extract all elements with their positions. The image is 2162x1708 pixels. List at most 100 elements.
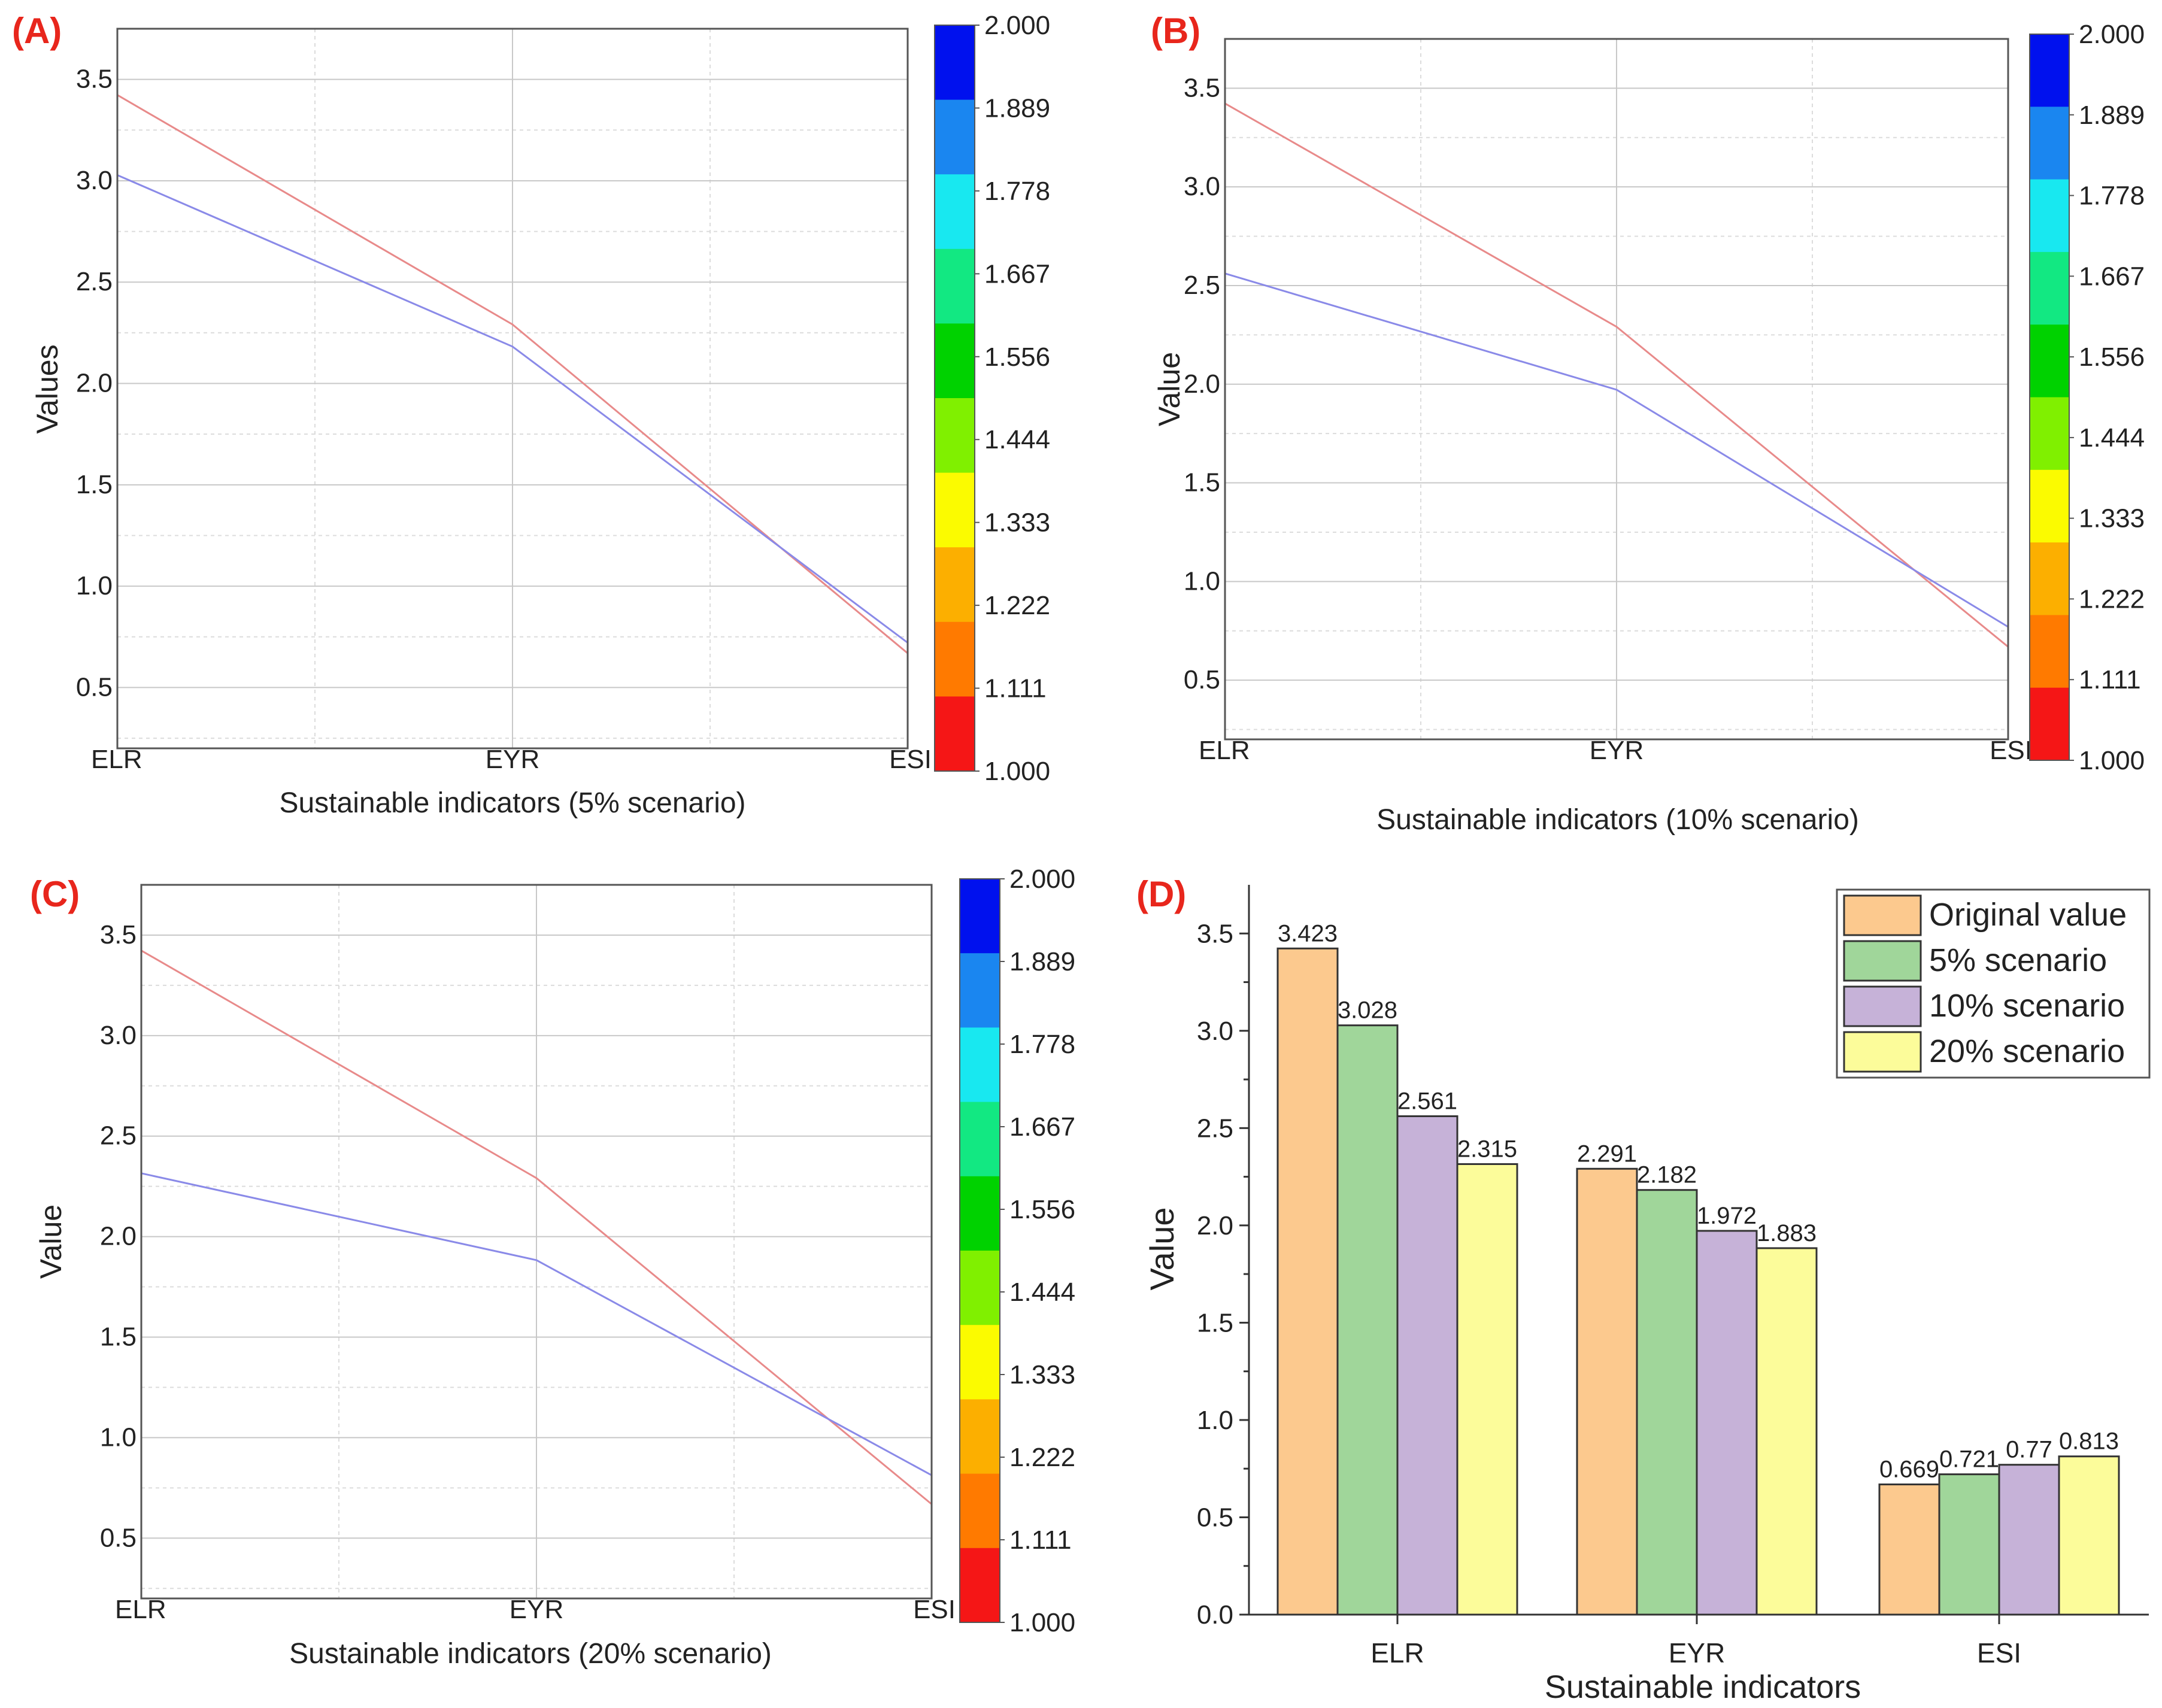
y-tick-label: 2.0 bbox=[76, 369, 113, 398]
colorbar-segment bbox=[2030, 324, 2069, 398]
colorbar-segment bbox=[2030, 469, 2069, 543]
y-tick-label: 3.5 bbox=[76, 65, 113, 94]
x-category-label: ESI bbox=[889, 745, 932, 774]
x-category-label: ESI bbox=[1990, 736, 2032, 765]
y-tick-label: 2.5 bbox=[1197, 1114, 1233, 1143]
bar-value-label: 0.669 bbox=[1879, 1457, 1939, 1483]
x-axis-label: Sustainable indicators (20% scenario) bbox=[289, 1638, 772, 1670]
colorbar-label: 1.333 bbox=[1009, 1360, 1075, 1390]
bar-value-label: 0.721 bbox=[1939, 1446, 1999, 1473]
x-axis-label: Sustainable indicators (10% scenario) bbox=[1376, 804, 1859, 836]
colorbar-frame bbox=[934, 25, 975, 772]
x-category-label: ESI bbox=[913, 1595, 956, 1624]
panel-label: (C) bbox=[30, 874, 80, 914]
y-tick-label: 0.5 bbox=[1184, 665, 1220, 694]
y-tick-label: 3.5 bbox=[1197, 919, 1233, 948]
x-category-label: EYR bbox=[1669, 1637, 1726, 1668]
panel-0: 0.5 1.0 1.5 2.0 2.5 3.0 3.5 ELR EYR ESI Sustainabl… bbox=[12, 11, 1050, 819]
colorbar-label: 1.222 bbox=[2079, 584, 2145, 614]
bar bbox=[1755, 1247, 1818, 1616]
y-tick-label: 2.0 bbox=[100, 1222, 137, 1251]
bar-value-label: 2.315 bbox=[1457, 1136, 1517, 1162]
colorbar-segment bbox=[935, 323, 975, 399]
colorbar-segment bbox=[935, 696, 975, 772]
colorbar-segment bbox=[935, 472, 975, 548]
y-axis-label: Value bbox=[1153, 352, 1186, 426]
bar-value-label: 2.182 bbox=[1637, 1162, 1697, 1188]
plot-frame bbox=[140, 884, 933, 1600]
bar-value-label: 3.028 bbox=[1338, 997, 1397, 1024]
colorbar-label: 1.778 bbox=[2079, 181, 2145, 211]
colorbar-segment bbox=[960, 1102, 1000, 1177]
y-axis-label: Values bbox=[31, 344, 64, 433]
y-tick-label: 1.5 bbox=[1197, 1308, 1233, 1337]
colorbar-label: 1.778 bbox=[984, 177, 1050, 206]
legend-swatch bbox=[1843, 894, 1922, 936]
series-line-0 bbox=[1224, 102, 2009, 648]
bar bbox=[1636, 1189, 1698, 1616]
panel-1: 0.5 1.0 1.5 2.0 2.5 3.0 3.5 ELR EYR ESI Sustainabl… bbox=[1151, 11, 2145, 836]
y-tick-label: 3.0 bbox=[1184, 172, 1220, 201]
x-category-label: ELR bbox=[1199, 736, 1250, 765]
colorbar-label: 1.000 bbox=[1009, 1608, 1075, 1637]
y-axis-label: Value bbox=[34, 1205, 68, 1279]
colorbar-label: 1.111 bbox=[2079, 665, 2141, 694]
colorbar-label: 1.111 bbox=[984, 674, 1047, 703]
colorbar-label: 2.000 bbox=[984, 11, 1050, 40]
colorbar-segment bbox=[935, 398, 975, 474]
colorbar-frame bbox=[2029, 34, 2070, 761]
colorbar-label: 1.000 bbox=[984, 757, 1050, 786]
bar bbox=[1878, 1483, 1940, 1616]
panel-label: (D) bbox=[1136, 874, 1186, 914]
colorbar-segment bbox=[960, 1176, 1000, 1251]
y-tick-label: 1.5 bbox=[100, 1322, 137, 1351]
y-tick-label: 3.5 bbox=[100, 920, 137, 949]
x-category-label: ELR bbox=[115, 1595, 166, 1624]
bar-value-label: 2.561 bbox=[1397, 1088, 1457, 1115]
colorbar-segment bbox=[2030, 542, 2069, 615]
bar bbox=[1576, 1167, 1638, 1616]
y-tick-label: 0.5 bbox=[76, 672, 113, 702]
y-tick-label: 2.5 bbox=[1184, 271, 1220, 300]
colorbar-segment bbox=[935, 99, 975, 175]
legend-swatch bbox=[1843, 940, 1922, 982]
legend-label: 20% scenario bbox=[1929, 1033, 2125, 1069]
y-tick-label: 2.5 bbox=[76, 267, 113, 296]
bar bbox=[1696, 1230, 1758, 1616]
bar bbox=[1938, 1473, 2000, 1616]
x-category-label: ELR bbox=[1370, 1637, 1424, 1668]
legend-label: 10% scenario bbox=[1929, 988, 2125, 1024]
colorbar-label: 1.667 bbox=[984, 259, 1050, 289]
colorbar-label: 1.889 bbox=[1009, 947, 1075, 976]
series-line-0 bbox=[141, 949, 932, 1505]
bar bbox=[1456, 1163, 1518, 1616]
y-axis-label: Value bbox=[1143, 1207, 1181, 1290]
colorbar-segment bbox=[2030, 251, 2069, 325]
x-category-label: EYR bbox=[510, 1595, 563, 1624]
colorbar-label: 2.000 bbox=[1009, 864, 1075, 894]
colorbar-segment bbox=[960, 1548, 1000, 1623]
y-tick-label: 1.0 bbox=[1197, 1406, 1233, 1435]
y-tick-label: 2.0 bbox=[1197, 1211, 1233, 1240]
colorbar-label: 1.889 bbox=[2079, 101, 2145, 130]
colorbar-label: 1.667 bbox=[1009, 1112, 1075, 1142]
bar bbox=[1396, 1115, 1458, 1616]
bar bbox=[1276, 947, 1339, 1616]
legend-label: Original value bbox=[1929, 897, 2127, 933]
colorbar-label: 2.000 bbox=[2079, 20, 2145, 49]
colorbar-segment bbox=[960, 879, 1000, 954]
y-tick-label: 3.0 bbox=[1197, 1017, 1233, 1046]
legend-label: 5% scenario bbox=[1929, 942, 2107, 978]
series-line-1 bbox=[117, 174, 908, 644]
colorbar-label: 1.556 bbox=[1009, 1195, 1075, 1224]
colorbar-segment bbox=[935, 248, 975, 324]
series-line-1 bbox=[141, 1172, 932, 1476]
colorbar-label: 1.000 bbox=[2079, 746, 2145, 775]
colorbar-segment bbox=[2030, 615, 2069, 688]
y-tick-label: 0.5 bbox=[1197, 1503, 1233, 1532]
colorbar-segment bbox=[960, 1325, 1000, 1400]
colorbar-segment bbox=[935, 621, 975, 697]
bar-value-label: 2.291 bbox=[1577, 1140, 1637, 1167]
bar-value-label: 1.883 bbox=[1757, 1220, 1817, 1246]
legend: Original value 5% scenario 10% scenario 20%… bbox=[1836, 888, 2151, 1079]
